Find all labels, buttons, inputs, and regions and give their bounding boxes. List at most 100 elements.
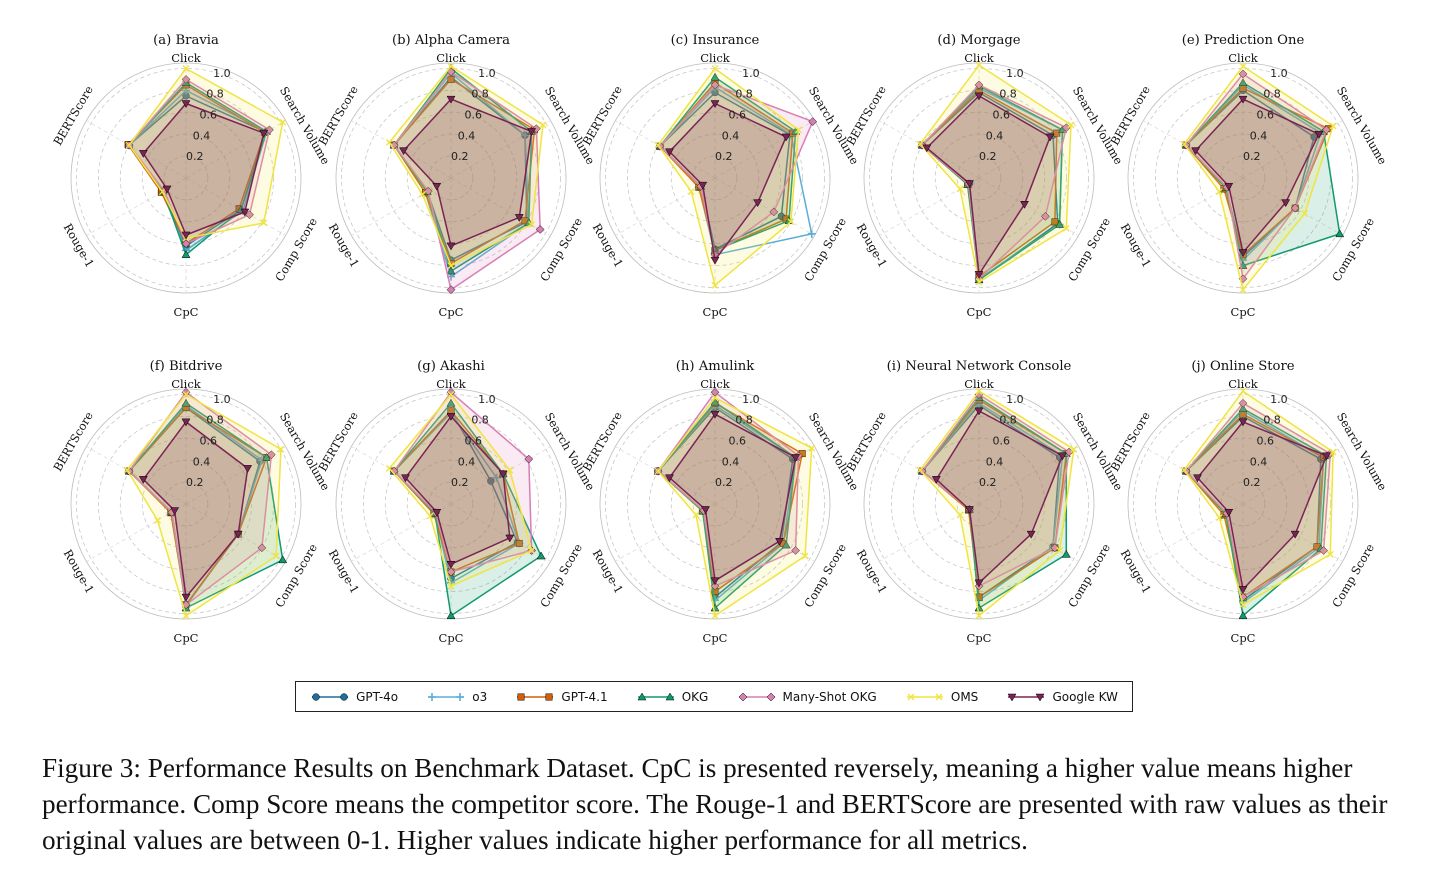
radial-tick-label: 0.6 xyxy=(729,109,747,122)
data-point xyxy=(974,579,984,588)
radial-tick-label: 0.8 xyxy=(735,88,753,101)
axis-label: Rouge-1 xyxy=(326,221,362,270)
grid-circle xyxy=(1154,415,1332,593)
radial-tick-label: 0.8 xyxy=(1263,88,1281,101)
grid-spoke xyxy=(86,120,187,179)
legend-marker xyxy=(312,692,320,701)
axis-label: CpC xyxy=(174,305,199,319)
radial-tick-label: 0.2 xyxy=(451,150,469,163)
radial-tick-label: 0.4 xyxy=(1250,455,1268,468)
radial-tick-label: 0.6 xyxy=(200,435,218,448)
data-point xyxy=(123,466,131,474)
axis-label: CpC xyxy=(703,305,728,319)
data-point xyxy=(1026,530,1036,539)
axis-label: Comp Score xyxy=(537,541,585,610)
data-point xyxy=(1322,452,1331,461)
axis-label: Rouge-1 xyxy=(326,547,362,596)
grid-spoke xyxy=(86,503,187,562)
radial-tick-label: 0.2 xyxy=(1243,150,1261,163)
grid-circle xyxy=(163,481,209,527)
grid-spoke xyxy=(1143,503,1244,562)
data-point xyxy=(181,100,191,109)
radial-tick-label: 0.8 xyxy=(735,414,753,427)
legend-item: Many-Shot OKG xyxy=(737,690,877,704)
data-point xyxy=(781,133,791,142)
data-point xyxy=(956,511,964,519)
legend-label: Many-Shot OKG xyxy=(782,689,877,704)
axis-label: Click xyxy=(964,51,995,65)
axis-label: Rouge-1 xyxy=(854,221,890,270)
legend: GPT-4o o3 GPT-4.1 OKG Many-Shot OKG OMS Google… xyxy=(295,681,1133,712)
data-point xyxy=(520,131,529,140)
radial-tick-label: 0.4 xyxy=(986,129,1004,142)
data-point xyxy=(975,61,983,69)
data-point xyxy=(1319,546,1328,555)
legend-swatch xyxy=(312,692,349,701)
data-point xyxy=(498,470,508,479)
data-point xyxy=(710,80,720,90)
legend-item: Google KW xyxy=(1006,690,1118,704)
data-point xyxy=(1238,95,1248,104)
grid-spoke xyxy=(86,177,187,236)
axis-label: CpC xyxy=(1231,305,1256,319)
legend-swatch xyxy=(637,691,675,700)
grid-circle xyxy=(76,68,296,288)
axis-label: Comp Score xyxy=(801,541,849,610)
data-point xyxy=(446,611,456,619)
data-point xyxy=(181,75,191,84)
radar-chart-grid: 0.2 0.4 0.6 0.8 1.0 Click Search Volume Comp Sc… xyxy=(50,33,1389,645)
data-point xyxy=(1067,121,1075,129)
chart-title: (c) Insurance xyxy=(671,33,760,48)
data-point xyxy=(794,126,802,134)
grid-spoke xyxy=(615,120,716,179)
legend-marker xyxy=(935,693,943,700)
radial-tick-label: 0.8 xyxy=(206,414,224,427)
radial-tick-label: 0.4 xyxy=(722,129,740,142)
chart-title: (i) Neural Network Console xyxy=(887,359,1072,374)
data-point xyxy=(514,214,524,222)
data-point xyxy=(446,95,456,104)
data-point xyxy=(710,581,720,591)
data-point xyxy=(426,512,434,520)
axis-label: Rouge-1 xyxy=(590,221,626,270)
data-point xyxy=(1056,547,1064,555)
axis-label: Rouge-1 xyxy=(590,547,626,596)
radial-tick-label: 0.8 xyxy=(1263,414,1281,427)
radial-tick-label: 0.2 xyxy=(451,476,469,489)
grid-spoke xyxy=(351,446,452,505)
data-point xyxy=(447,390,455,398)
data-point xyxy=(692,511,700,519)
data-point xyxy=(808,444,816,452)
data-point xyxy=(1239,286,1247,294)
axis-label: Comp Score xyxy=(272,215,320,284)
data-point xyxy=(775,537,784,546)
radial-tick-label: 0.8 xyxy=(999,414,1017,427)
radial-tick-label: 1.0 xyxy=(1270,393,1288,406)
legend-item: GPT-4o xyxy=(310,690,398,704)
radial-tick-label: 0.8 xyxy=(471,414,489,427)
data-point xyxy=(181,593,191,602)
data-point xyxy=(401,474,410,483)
radial-tick-label: 1.0 xyxy=(742,67,760,80)
axis-label: Comp Score xyxy=(801,215,849,284)
axis-label: Click xyxy=(964,377,995,391)
radial-tick-label: 0.4 xyxy=(193,455,211,468)
axis-label: CpC xyxy=(174,631,199,645)
radial-tick-label: 0.8 xyxy=(999,88,1017,101)
data-point xyxy=(181,239,191,249)
radial-tick-label: 1.0 xyxy=(213,393,231,406)
data-point xyxy=(446,285,456,295)
data-point xyxy=(781,540,791,549)
data-point xyxy=(965,506,974,514)
data-point xyxy=(1238,69,1248,79)
axis-label: Click xyxy=(171,377,202,391)
data-point xyxy=(385,138,393,146)
grid-spoke xyxy=(978,120,1079,179)
data-point xyxy=(975,278,983,286)
axis-label: CpC xyxy=(967,631,992,645)
data-point xyxy=(701,506,710,514)
legend-marker xyxy=(738,692,747,701)
chart-title: (f) Bitdrive xyxy=(150,359,223,374)
